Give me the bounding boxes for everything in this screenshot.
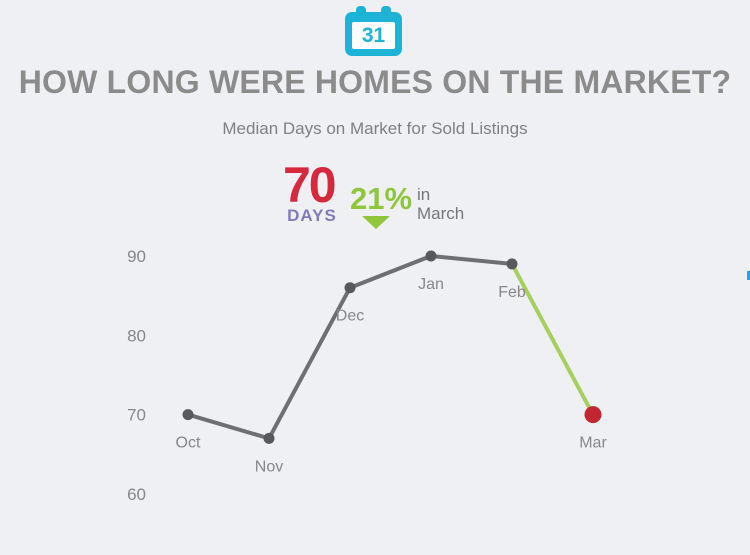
stat-median-days-value: 70 — [283, 157, 337, 213]
stat-period-line2: March — [417, 204, 465, 223]
stat-period-line1: in — [417, 185, 431, 204]
chart-subtitle: Median Days on Market for Sold Listings — [222, 119, 528, 138]
chart-point-highlight — [584, 406, 602, 424]
chart-segment-highlight — [510, 261, 595, 417]
month-label: Nov — [255, 458, 283, 475]
down-arrow-icon — [362, 216, 390, 229]
calendar-ring-right — [381, 6, 391, 20]
chart-point — [344, 282, 356, 294]
page-title: HOW LONG WERE HOMES ON THE MARKET? — [18, 64, 732, 100]
calendar-day-number: 31 — [361, 23, 386, 47]
stat-period-label: in March — [417, 185, 464, 223]
calendar-day-window: 31 — [352, 22, 395, 49]
chart-point — [182, 409, 194, 421]
chart-point — [263, 432, 275, 444]
month-label: Dec — [336, 308, 364, 325]
chart-segment — [429, 254, 514, 266]
y-axis-tick-label: 90 — [127, 247, 146, 266]
month-label: Jan — [418, 276, 444, 293]
month-label: Feb — [498, 284, 526, 301]
month-label: Mar — [579, 435, 607, 452]
calendar-ring-left — [356, 6, 366, 20]
chart-segment — [267, 285, 352, 441]
month-label: Oct — [176, 435, 201, 452]
edge-artifact — [747, 271, 750, 280]
y-axis-tick-label: 60 — [127, 485, 146, 504]
chart-point — [425, 250, 437, 262]
y-axis-tick-label: 80 — [127, 326, 146, 345]
y-axis-tick-label: 70 — [127, 406, 146, 425]
chart-point — [506, 258, 518, 270]
calendar-icon: 31 — [345, 6, 402, 56]
stat-percent-change: 21% — [350, 181, 413, 216]
chart-segment — [186, 412, 271, 441]
stat-days-unit-label: DAYS — [287, 206, 337, 225]
chart-segment — [348, 254, 433, 290]
